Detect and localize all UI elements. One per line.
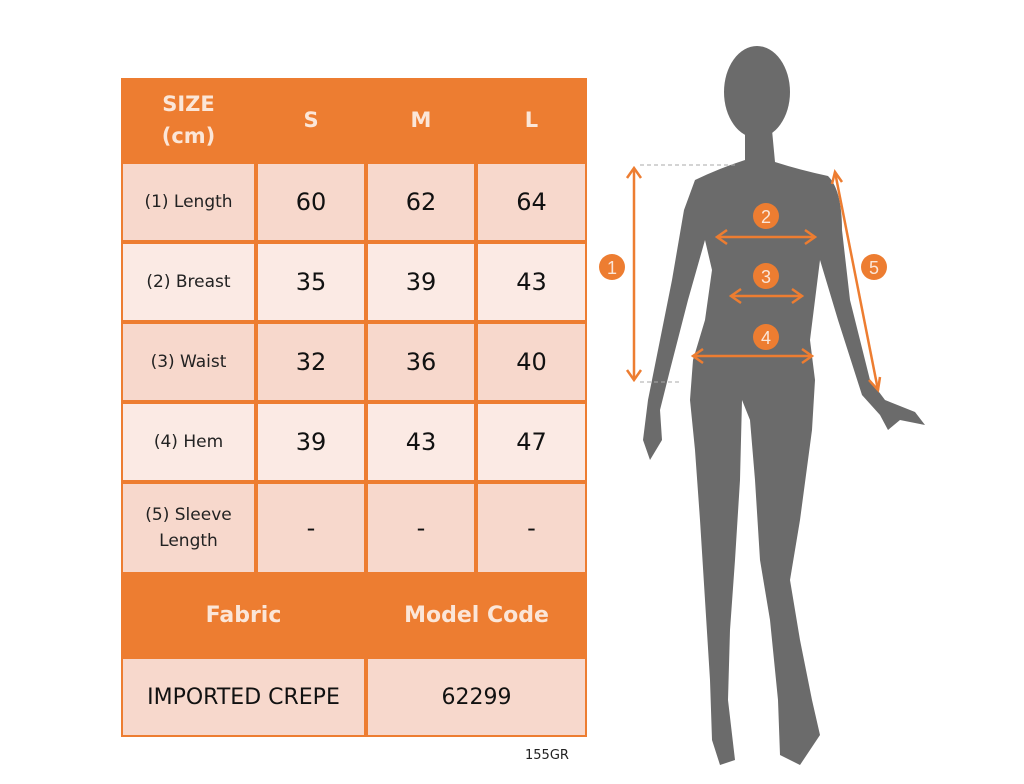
marker-5-label: 5 bbox=[869, 258, 879, 278]
sleeve-arrow bbox=[833, 171, 880, 391]
cell-length-s: 60 bbox=[256, 162, 366, 242]
fabric-value: IMPORTED CREPE bbox=[121, 657, 366, 737]
cell-breast-s: 35 bbox=[256, 242, 366, 322]
row-label-breast: (2) Breast bbox=[121, 242, 256, 322]
marker-2-icon bbox=[753, 203, 779, 229]
cell-length-l: 64 bbox=[476, 162, 587, 242]
cell-sleeve-s: - bbox=[256, 482, 366, 574]
marker-1-icon bbox=[599, 254, 625, 280]
sleeve-label-line1: (5) Sleeve bbox=[145, 505, 232, 525]
footer-code: 155GR bbox=[525, 748, 569, 763]
header-size-line2: (cm) bbox=[161, 124, 216, 148]
marker-1-label: 1 bbox=[607, 258, 617, 278]
cell-waist-s: 32 bbox=[256, 322, 366, 402]
marker-5-icon bbox=[861, 254, 887, 280]
size-chart-table: SIZE (cm) S M L (1) Length 60 62 64 (2) B… bbox=[121, 78, 587, 737]
row-label-sleeve: (5) Sleeve Length bbox=[121, 482, 256, 574]
cell-breast-m: 39 bbox=[366, 242, 476, 322]
measure-markers bbox=[599, 203, 887, 350]
cell-hem-m: 43 bbox=[366, 402, 476, 482]
cell-sleeve-m: - bbox=[366, 482, 476, 574]
header-size-line1: SIZE bbox=[162, 92, 215, 116]
guide-lines bbox=[640, 164, 735, 383]
cell-hem-l: 47 bbox=[476, 402, 587, 482]
silhouette-icon bbox=[643, 46, 925, 765]
cell-waist-m: 36 bbox=[366, 322, 476, 402]
cell-sleeve-l: - bbox=[476, 482, 587, 574]
model-code-header: Model Code bbox=[366, 574, 587, 657]
measure-arrows bbox=[625, 165, 882, 393]
marker-3-label: 3 bbox=[761, 267, 771, 287]
header-m: M bbox=[366, 78, 476, 162]
model-code-value: 62299 bbox=[366, 657, 587, 737]
marker-4-label: 4 bbox=[761, 328, 771, 348]
marker-4-icon bbox=[753, 324, 779, 350]
header-l: L bbox=[476, 78, 587, 162]
row-label-waist: (3) Waist bbox=[121, 322, 256, 402]
row-label-length: (1) Length bbox=[121, 162, 256, 242]
header-s: S bbox=[256, 78, 366, 162]
cell-hem-s: 39 bbox=[256, 402, 366, 482]
cell-waist-l: 40 bbox=[476, 322, 587, 402]
sleeve-label-line2: Length bbox=[159, 531, 218, 551]
row-label-hem: (4) Hem bbox=[121, 402, 256, 482]
cell-length-m: 62 bbox=[366, 162, 476, 242]
cell-breast-l: 43 bbox=[476, 242, 587, 322]
marker-3-icon bbox=[753, 263, 779, 289]
marker-2-label: 2 bbox=[761, 207, 771, 227]
header-size: SIZE (cm) bbox=[121, 78, 256, 162]
fabric-header: Fabric bbox=[121, 574, 366, 657]
